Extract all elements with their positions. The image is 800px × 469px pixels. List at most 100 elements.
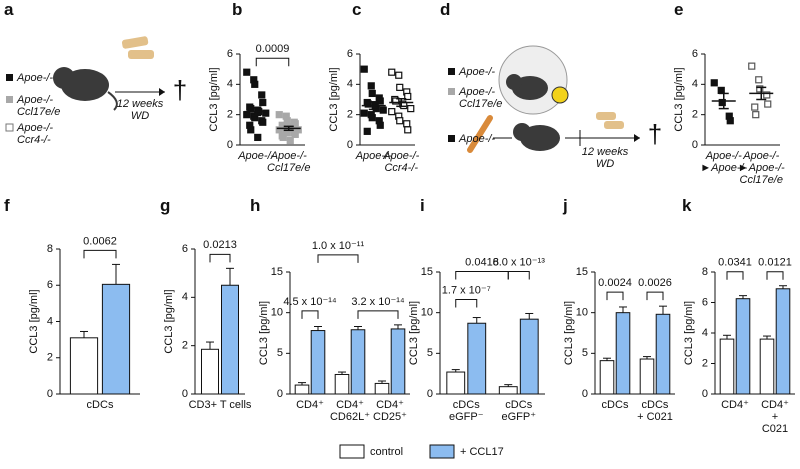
x-tick-label: CD4⁺ — [296, 399, 324, 411]
bar — [759, 338, 775, 395]
y-tick-label: 4 — [47, 315, 53, 327]
panel-letter: a — [4, 0, 14, 19]
x-tick-label: cDCs — [86, 399, 114, 411]
bar — [655, 313, 671, 395]
data-point — [395, 71, 403, 79]
significance-bracket — [766, 271, 784, 280]
radiation — [551, 86, 569, 104]
data-point — [755, 76, 763, 84]
arrow-head — [159, 88, 165, 96]
y-tick-label: 4 — [702, 327, 708, 339]
data-point — [717, 86, 725, 95]
y-tick-label: 4 — [692, 78, 698, 90]
p-value: 0.0418 — [465, 256, 499, 268]
y-tick-label: 0 — [692, 139, 698, 151]
data-point — [752, 111, 760, 119]
y-tick-label: 5 — [277, 347, 283, 359]
bar — [350, 329, 366, 395]
dagger: † — [173, 75, 187, 105]
data-point — [247, 126, 255, 134]
y-tick-label: 5 — [582, 347, 588, 359]
significance-bracket — [726, 271, 744, 280]
data-point — [396, 83, 404, 91]
data-point — [404, 126, 412, 134]
p-value: 0.0121 — [758, 257, 792, 269]
p-value: 1.0 x 10⁻¹¹ — [312, 240, 365, 252]
bar — [310, 330, 326, 395]
legend-marker — [6, 96, 13, 103]
y-tick-label: 4 — [227, 78, 233, 90]
x-tick-label: CD3+ T cells — [188, 399, 252, 411]
legend-swatch — [339, 444, 365, 459]
bar — [221, 284, 239, 395]
y-tick-label: 6 — [692, 48, 698, 60]
panel-letter: j — [563, 196, 568, 215]
y-tick-label: 2 — [47, 352, 53, 364]
legend-text: Apoe-/- — [17, 72, 54, 84]
data-point — [376, 121, 384, 129]
significance-bracket — [83, 249, 117, 259]
data-point — [404, 92, 412, 101]
data-point — [756, 85, 764, 93]
y-tick-label: 0 — [47, 388, 53, 400]
x-tick-label: cDCs eGFP⁻ — [448, 399, 484, 423]
bar — [446, 371, 466, 395]
y-tick-label: 2 — [182, 340, 188, 352]
data-point — [275, 111, 283, 119]
y-tick-label: 8 — [47, 243, 53, 255]
x-tick-label: Apoe-/- Ccl17e/e — [267, 150, 311, 174]
legend-marker — [448, 88, 455, 95]
y-tick-label: 6 — [227, 48, 233, 60]
bar — [201, 348, 219, 395]
p-value: 0.0024 — [598, 277, 632, 289]
legend-marker — [448, 68, 455, 75]
data-point — [259, 98, 267, 107]
data-point — [726, 117, 734, 125]
y-tick-label: 10 — [271, 307, 283, 319]
data-point — [376, 97, 384, 105]
y-tick-label: 10 — [576, 307, 588, 319]
significance-bracket — [507, 270, 530, 280]
x-tick-label: Apoe-/- Ccr4-/- — [383, 150, 420, 174]
y-tick-label: 8 — [702, 266, 708, 278]
y-axis-label: CCL3 [pg/ml] — [408, 301, 420, 365]
y-tick-label: 15 — [576, 266, 588, 278]
data-point — [360, 109, 368, 117]
data-point — [764, 100, 772, 108]
data-point — [388, 108, 396, 116]
bone — [467, 115, 493, 153]
legend-marker — [448, 135, 455, 142]
y-tick-label: 2 — [702, 357, 708, 369]
p-value: 0.0062 — [83, 235, 117, 247]
data-point — [243, 68, 251, 76]
y-tick-label: 0 — [277, 388, 283, 400]
y-axis-label: CCL3 [pg/ml] — [328, 67, 340, 131]
x-tick-label: CD4⁺ + C021 — [761, 399, 789, 435]
bar — [374, 382, 390, 395]
significance-bracket — [209, 253, 231, 263]
bar — [775, 288, 791, 395]
significance-bracket — [255, 57, 290, 67]
pellet — [604, 121, 624, 129]
significance-bracket — [455, 270, 509, 280]
data-point — [407, 104, 415, 113]
p-value: 0.0009 — [256, 43, 290, 55]
data-point — [243, 111, 251, 119]
bar — [390, 328, 406, 395]
x-tick-label: Apoe-/- — [355, 150, 392, 162]
x-tick-label: cDCs eGFP⁺ — [501, 399, 537, 423]
bar — [719, 338, 735, 395]
bar — [69, 337, 99, 395]
data-point — [259, 118, 267, 126]
panel-letter: f — [4, 196, 10, 215]
x-tick-label: CD4⁺ — [721, 399, 749, 411]
data-point — [279, 133, 287, 142]
x-tick-label: CD4⁺ CD25⁺ — [373, 399, 407, 423]
significance-bracket — [646, 291, 664, 301]
legend-label: control — [370, 446, 403, 458]
arrow-text: 12 weeks WD — [116, 98, 164, 122]
y-tick-label: 2 — [347, 109, 353, 121]
pellet — [128, 50, 154, 59]
y-axis-label: CCL3 [pg/ml] — [258, 301, 270, 365]
